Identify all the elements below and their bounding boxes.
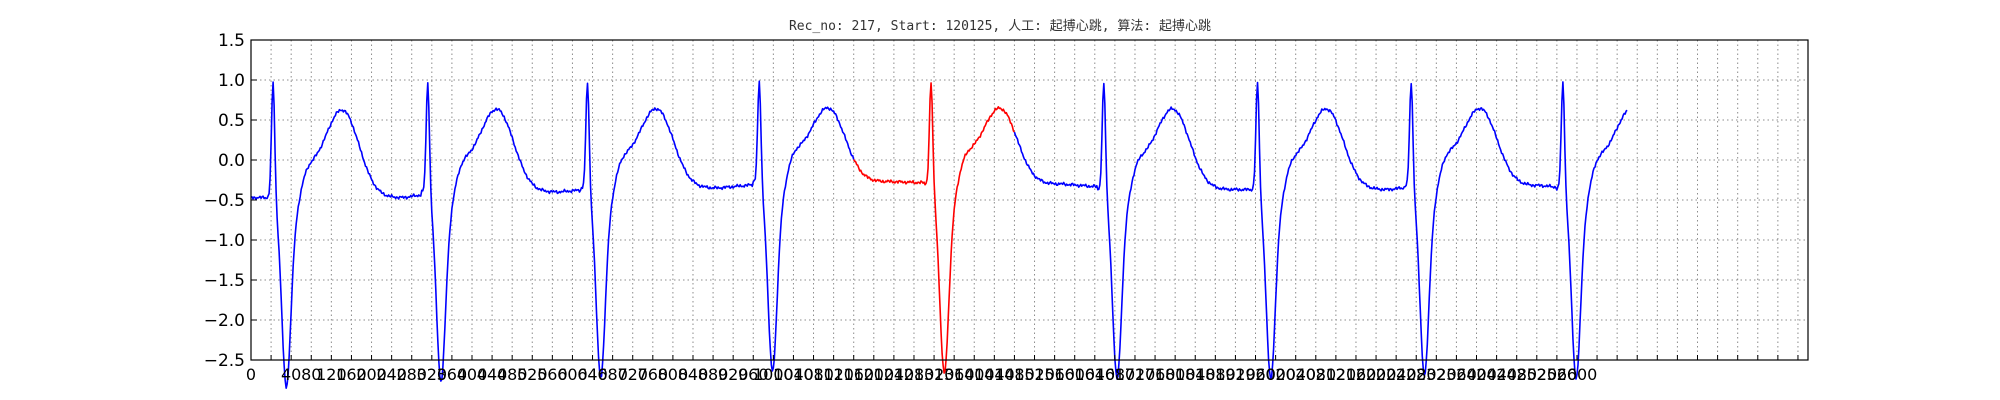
- x-tick-label: 0: [246, 365, 256, 384]
- x-tick-label: 2000: [1255, 365, 1296, 384]
- x-tick-label: 2080: [1295, 365, 1336, 384]
- x-tick-label: 1840: [1175, 365, 1216, 384]
- x-tick-label: 1760: [1135, 365, 1176, 384]
- ecg-series-line-0: [250, 80, 855, 389]
- x-tick-label: 2040: [1275, 365, 1316, 384]
- x-tick-label: 520: [517, 365, 548, 384]
- y-axis-ticks: 1.5 1.0 0.5 0.0 −0.5 −1.0 −1.5 −2.0 −2.5: [204, 31, 257, 371]
- x-tick-label: 600: [557, 365, 588, 384]
- x-axis-ticks: 0 40 8012016020024028032036040044048052056…: [246, 355, 1799, 384]
- x-tick-label: 1640: [1074, 365, 1115, 384]
- grid: [250, 39, 1808, 361]
- y-tick-label: 0.0: [218, 151, 245, 171]
- x-tick-label: 120: [316, 365, 347, 384]
- x-tick-label: 1680: [1095, 365, 1136, 384]
- x-tick-label: 1000: [753, 365, 794, 384]
- x-tick-label: 1560: [1034, 365, 1075, 384]
- y-tick-label: −1.0: [204, 231, 245, 251]
- x-tick-label: 1960: [1235, 365, 1276, 384]
- x-tick-label: 1240: [874, 365, 915, 384]
- ecg-series-line-1: [853, 82, 1016, 374]
- x-tick-label: 2440: [1476, 365, 1517, 384]
- x-tick-label: 360: [437, 365, 468, 384]
- y-tick-label: 1.0: [218, 71, 245, 91]
- y-tick-label: −2.5: [204, 351, 245, 371]
- x-tick-label: 1080: [793, 365, 834, 384]
- x-tick-label: 760: [638, 365, 669, 384]
- x-tick-label: 1360: [934, 365, 975, 384]
- x-tick-label: 1040: [773, 365, 814, 384]
- x-tick-label: 2200: [1356, 365, 1397, 384]
- x-tick-label: 1200: [853, 365, 894, 384]
- x-tick-label: 1880: [1195, 365, 1236, 384]
- y-tick-label: −2.0: [204, 311, 245, 331]
- x-tick-label: 2120: [1316, 365, 1357, 384]
- x-tick-label: 2600: [1557, 365, 1598, 384]
- x-tick-label: 2520: [1516, 365, 1557, 384]
- x-tick-label: 2240: [1376, 365, 1417, 384]
- x-tick-label: 320: [417, 365, 448, 384]
- x-tick-label: 240: [376, 365, 407, 384]
- ecg-signal: [250, 80, 1628, 389]
- x-tick-label: 1320: [914, 365, 955, 384]
- y-tick-label: 1.5: [218, 31, 245, 51]
- x-tick-label: 1480: [994, 365, 1035, 384]
- ecg-series-line-2: [1013, 81, 1628, 380]
- x-tick-label: 80: [301, 365, 321, 384]
- x-tick-label: 1160: [833, 365, 874, 384]
- x-tick-label: 640: [577, 365, 608, 384]
- x-tick-label: 1280: [894, 365, 935, 384]
- x-tick-label: 1520: [1014, 365, 1055, 384]
- chart-title: Rec_no: 217, Start: 120125, 人工: 起搏心跳, 算法…: [789, 18, 1211, 34]
- x-tick-label: 1920: [1215, 365, 1256, 384]
- x-tick-label: 680: [597, 365, 628, 384]
- x-tick-label: 2400: [1456, 365, 1497, 384]
- y-tick-label: −1.5: [204, 271, 245, 291]
- x-tick-label: 800: [658, 365, 689, 384]
- x-tick-label: 1720: [1115, 365, 1156, 384]
- x-tick-label: 400: [457, 365, 488, 384]
- y-tick-label: −0.5: [204, 191, 245, 211]
- x-tick-label: 2280: [1396, 365, 1437, 384]
- x-tick-label: 2160: [1336, 365, 1377, 384]
- x-tick-label: 200: [356, 365, 387, 384]
- x-tick-label: 40: [281, 365, 301, 384]
- x-tick-label: 840: [678, 365, 709, 384]
- x-tick-label: 2560: [1537, 365, 1578, 384]
- x-tick-label: 1440: [974, 365, 1015, 384]
- x-tick-label: 2320: [1416, 365, 1457, 384]
- x-tick-label: 920: [718, 365, 749, 384]
- x-tick-label: 880: [698, 365, 729, 384]
- y-tick-label: 0.5: [218, 111, 245, 131]
- x-tick-label: 1120: [813, 365, 854, 384]
- x-tick-label: 960: [738, 365, 769, 384]
- x-tick-label: 280: [396, 365, 427, 384]
- x-tick-label: 160: [336, 365, 367, 384]
- x-tick-label: 720: [617, 365, 648, 384]
- x-tick-label: 1600: [1054, 365, 1095, 384]
- x-tick-label: 1800: [1155, 365, 1196, 384]
- x-tick-label: 480: [497, 365, 528, 384]
- x-tick-label: 2360: [1436, 365, 1477, 384]
- x-tick-label: 2480: [1496, 365, 1537, 384]
- x-tick-label: 1400: [954, 365, 995, 384]
- x-tick-label: 560: [537, 365, 568, 384]
- x-tick-label: 440: [477, 365, 508, 384]
